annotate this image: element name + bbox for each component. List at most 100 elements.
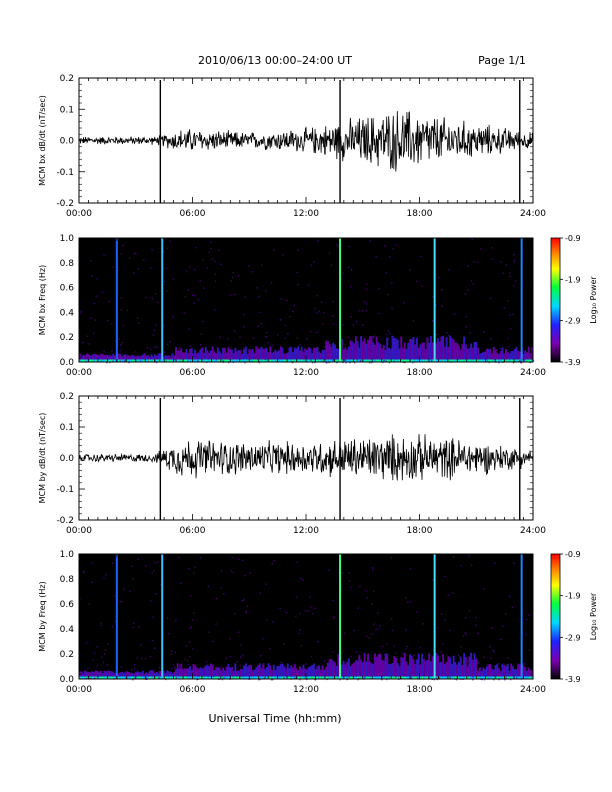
spectral-power-cell	[292, 667, 294, 679]
spectral-power-cell	[293, 359, 296, 362]
spectral-power-cell	[375, 359, 378, 362]
spectral-power-cell	[477, 670, 480, 679]
spectral-power-cell	[98, 671, 101, 679]
spectral-power-cell	[358, 655, 361, 679]
spectral-power-cell	[86, 335, 89, 337]
spectral-power-cell	[421, 342, 424, 362]
spectral-power-cell	[301, 579, 304, 581]
spectral-power-cell	[325, 340, 328, 362]
spectral-power-cell	[210, 354, 212, 356]
spectral-power-cell	[467, 289, 469, 291]
spectral-power-cell	[496, 676, 499, 679]
spectral-power-cell	[250, 676, 253, 679]
spectral-power-cell	[501, 676, 504, 679]
spectral-power-cell	[529, 359, 532, 362]
spectral-power-cell	[445, 661, 448, 679]
spectral-power-cell	[430, 669, 432, 671]
spectral-power-cell	[227, 359, 230, 362]
spectral-power-cell	[487, 359, 490, 362]
spectral-power-cell	[155, 359, 158, 362]
spectral-power-cell	[274, 349, 277, 362]
spectral-power-cell	[491, 258, 494, 260]
spectral-power-cell	[91, 359, 94, 362]
spectral-power-cell	[326, 359, 329, 362]
spectral-power-cell	[238, 558, 240, 560]
spectral-power-cell	[82, 359, 85, 362]
spectral-power-cell	[87, 667, 89, 669]
spectral-power-cell	[490, 338, 492, 340]
spectral-power-cell	[370, 361, 373, 364]
spectral-power-cell	[501, 359, 504, 362]
spectral-power-cell	[131, 565, 133, 568]
spectral-power-cell	[349, 666, 352, 679]
spectral-power-cell	[464, 293, 467, 295]
spectral-power-cell	[215, 676, 218, 679]
spectral-power-cell	[355, 650, 358, 653]
spectral-power-cell	[251, 348, 254, 362]
spectral-power-cell	[322, 323, 324, 326]
spectral-power-cell	[297, 346, 300, 362]
spectral-power-cell	[148, 676, 151, 679]
spectral-power-cell	[190, 676, 193, 679]
spectral-power-cell	[373, 335, 375, 337]
spectral-power-cell	[199, 349, 202, 362]
spectral-power-cell	[206, 267, 208, 269]
spectral-power-cell	[166, 343, 169, 345]
spectral-power-cell	[316, 669, 318, 671]
spectral-power-cell	[407, 342, 410, 362]
spectral-power-cell	[126, 359, 129, 362]
spectral-power-cell	[168, 359, 170, 362]
dbdt-series-line	[78, 111, 534, 172]
spectral-power-cell	[440, 359, 443, 362]
spectral-power-cell	[145, 296, 147, 299]
spectral-power-cell	[527, 346, 530, 362]
spectral-power-cell	[127, 355, 130, 362]
spectral-power-cell	[300, 676, 303, 679]
spectral-power-cell	[307, 676, 310, 679]
spectral-power-cell	[429, 676, 432, 679]
spectral-power-cell	[178, 676, 181, 679]
spectral-power-cell	[244, 296, 246, 298]
spectral-power-cell	[512, 313, 514, 316]
spectral-power-cell	[386, 359, 389, 362]
spectral-power-cell	[307, 359, 310, 362]
spectral-power-cell	[192, 572, 195, 574]
spectral-power-cell	[504, 678, 506, 681]
spectral-power-cell	[361, 662, 364, 679]
spectral-power-cell	[260, 655, 262, 657]
spectral-power-cell	[381, 348, 383, 362]
spectral-power-cell	[292, 310, 294, 313]
spectral-power-cell	[295, 353, 298, 356]
spectral-power-cell	[200, 343, 202, 346]
spectral-power-cell	[441, 305, 443, 308]
spectral-power-cell	[166, 676, 169, 679]
spectral-power-cell	[213, 351, 216, 362]
spectral-power-cell	[135, 351, 137, 353]
spectral-power-cell	[283, 356, 285, 358]
spectral-power-cell	[91, 274, 93, 277]
spectral-power-cell	[232, 353, 235, 362]
spectral-power-cell	[260, 359, 263, 362]
spectral-power-cell	[94, 676, 97, 679]
spectral-power-cell	[286, 352, 289, 362]
spectral-power-cell	[239, 676, 242, 679]
spectral-power-cell	[431, 319, 434, 322]
colorbar-title: Log₁₀ Power	[589, 276, 598, 324]
spectral-power-cell	[279, 664, 282, 679]
spectral-power-cell	[318, 351, 321, 362]
spectral-power-cell	[309, 596, 311, 598]
spectral-power-cell	[491, 627, 494, 629]
spectral-power-cell	[281, 676, 284, 679]
spectral-power-cell	[309, 606, 312, 608]
spectral-power-cell	[141, 676, 144, 679]
spectral-power-cell	[236, 670, 239, 679]
spectral-power-cell	[157, 353, 160, 362]
spectral-power-cell	[427, 671, 429, 674]
spectral-power-cell	[302, 359, 305, 362]
spectral-power-cell	[328, 359, 331, 362]
spectral-power-cell	[168, 355, 170, 362]
spectral-power-cell	[493, 650, 495, 653]
spectral-power-cell	[103, 670, 106, 679]
spectral-power-cell	[128, 257, 131, 259]
spectral-power-cell	[176, 350, 179, 362]
